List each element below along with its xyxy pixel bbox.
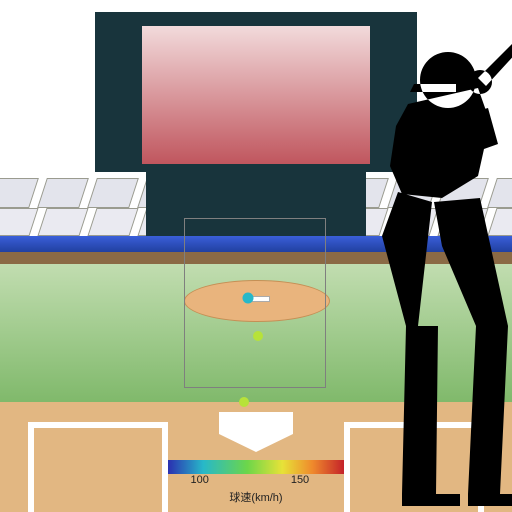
batter-box-left [28, 422, 168, 512]
batter-silhouette-icon [310, 26, 512, 506]
pitch-dot [253, 331, 263, 341]
home-plate [219, 412, 293, 452]
figure-root: 100150 球速(km/h) [0, 0, 512, 512]
pitch-dot [243, 293, 254, 304]
colorbar-tick: 100 [190, 474, 208, 486]
colorbar-tick: 150 [291, 474, 309, 486]
pitch-dot [239, 397, 249, 407]
strike-zone [184, 218, 326, 388]
